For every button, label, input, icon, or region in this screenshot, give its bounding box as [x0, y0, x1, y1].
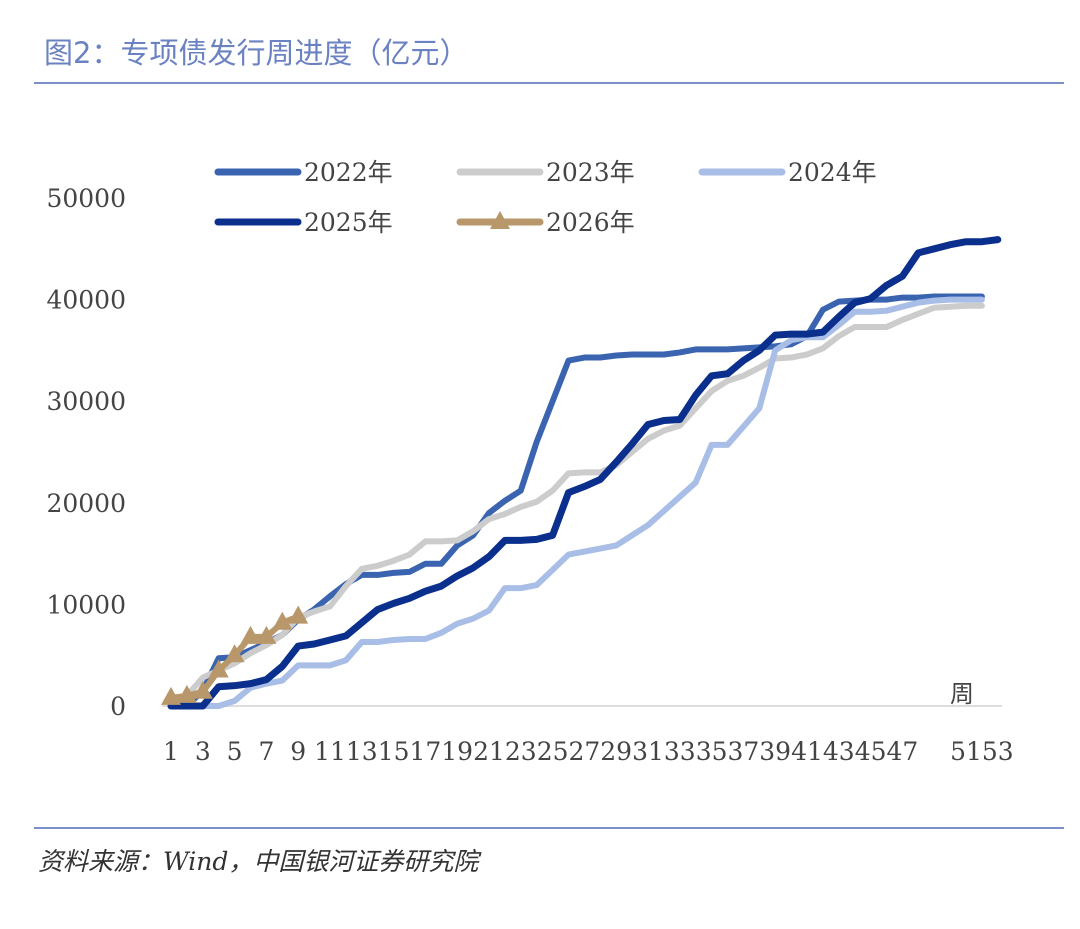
- data-point-marker: [224, 644, 245, 663]
- x-tick-label: 41: [791, 737, 823, 766]
- x-tick-label: 7: [258, 737, 274, 766]
- top-divider: [34, 82, 1064, 84]
- x-tick-label: 35: [696, 737, 728, 766]
- data-point-marker: [176, 684, 197, 703]
- x-tick-label: 47: [886, 737, 918, 766]
- series-line-2025年: [167, 236, 1002, 710]
- x-tick-label: 19: [441, 737, 473, 766]
- legend-label: 2026年: [546, 208, 635, 237]
- x-axis: 1 3 5 7 9 11 13 15 17 19 21 23 25 27 29 31 33 35 37 39 41 43 4…: [162, 680, 1014, 766]
- x-tick-label: 11: [314, 737, 346, 766]
- series-line-2022年: [168, 293, 985, 709]
- legend-triangle-icon: [490, 211, 510, 229]
- legend: 2022年 2023年 2024年 2025年 2026年: [214, 158, 877, 237]
- legend-item: 2025年: [214, 208, 393, 237]
- x-tick-label: 21: [473, 737, 505, 766]
- legend-item: 2026年: [456, 208, 635, 237]
- x-tick-label: 23: [505, 737, 537, 766]
- legend-item: 2022年: [214, 158, 393, 187]
- data-point-marker: [192, 680, 213, 699]
- x-tick-label: 39: [759, 737, 791, 766]
- legend-item: 2023年: [456, 158, 635, 187]
- x-axis-label: 周: [950, 680, 974, 708]
- y-tick-label: 30000: [46, 387, 126, 416]
- x-tick-label: 45: [855, 737, 887, 766]
- y-tick-label: 0: [110, 692, 126, 721]
- data-point-marker: [161, 686, 181, 705]
- data-point-marker: [256, 625, 277, 644]
- y-tick-label: 50000: [46, 184, 126, 213]
- x-tick-label: 27: [568, 737, 600, 766]
- series-line-2024年: [168, 296, 985, 709]
- legend-label: 2022年: [304, 158, 393, 187]
- x-tick-label: 25: [537, 737, 569, 766]
- x-tick-label: 51: [950, 737, 982, 766]
- y-tick-label: 10000: [46, 590, 126, 619]
- legend-label: 2025年: [304, 208, 393, 237]
- x-tick-label: 3: [195, 737, 211, 766]
- x-tick-label: 5: [227, 737, 243, 766]
- x-tick-label: 29: [600, 737, 632, 766]
- x-tick-label: 53: [982, 737, 1014, 766]
- y-tick-label: 20000: [46, 489, 126, 518]
- y-axis: 0 10000 20000 30000 40000 50000: [46, 184, 126, 721]
- x-tick-label: 31: [632, 737, 664, 766]
- legend-label: 2024年: [788, 158, 877, 187]
- source-note: 资料来源：Wind，中国银河证券研究院: [38, 847, 479, 876]
- chart-title: 图2：专项债发行周进度（亿元）: [44, 36, 469, 70]
- x-tick-label: 1: [163, 737, 179, 766]
- data-point-marker: [240, 625, 261, 644]
- x-tick-label: 9: [290, 737, 306, 766]
- series-line-2023年: [168, 302, 985, 709]
- x-tick-label: 37: [727, 737, 759, 766]
- x-tick-label: 13: [346, 737, 378, 766]
- y-tick-label: 40000: [46, 286, 126, 315]
- legend-label: 2023年: [546, 158, 635, 187]
- data-point-marker: [208, 659, 229, 678]
- data-point-marker: [272, 611, 293, 630]
- bottom-divider: [34, 827, 1064, 829]
- series-lines: [161, 236, 1002, 710]
- x-tick-label: 43: [823, 737, 855, 766]
- x-tick-label: 17: [409, 737, 441, 766]
- x-tick-label: 15: [378, 737, 410, 766]
- legend-item: 2024年: [698, 158, 877, 187]
- data-point-marker: [288, 605, 309, 624]
- x-tick-label: 33: [664, 737, 696, 766]
